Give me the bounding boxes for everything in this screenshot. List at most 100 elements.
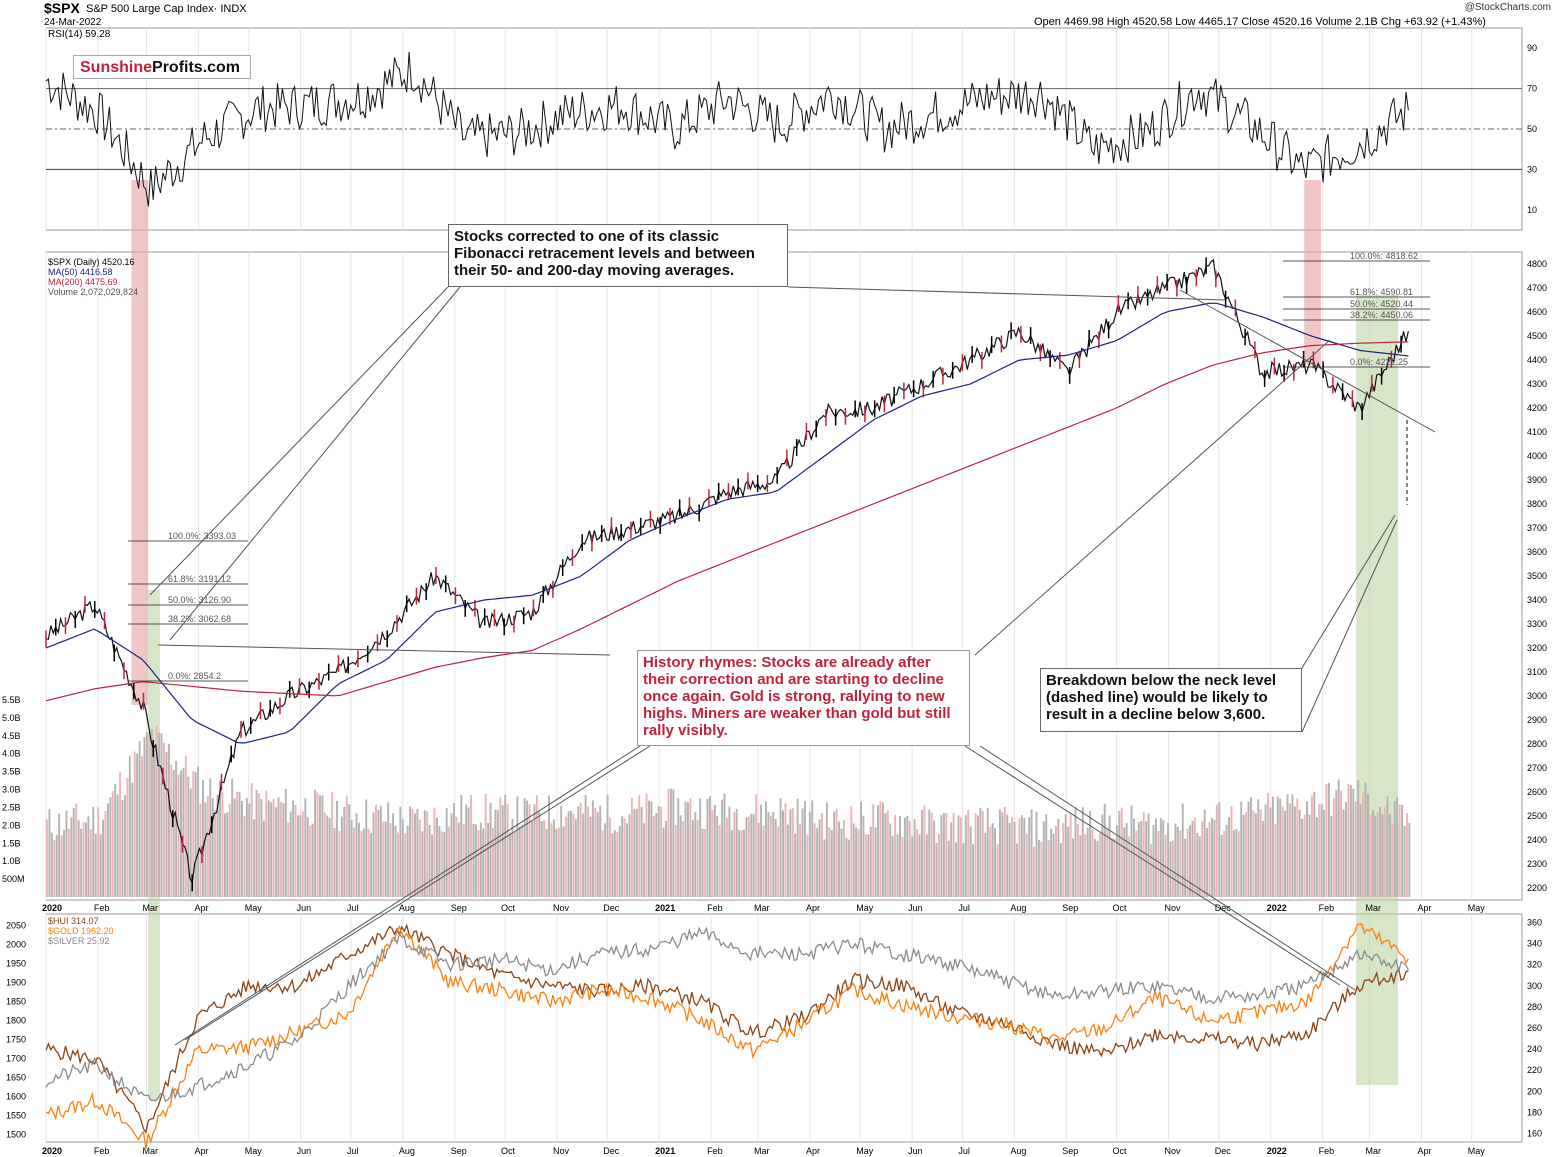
volume-bar	[1401, 804, 1404, 897]
volume-bar	[472, 823, 475, 897]
volume-bar	[1150, 844, 1153, 897]
volume-bar	[784, 803, 787, 897]
x-tick-label: Aug	[399, 903, 415, 913]
legend-gold: $GOLD 1962.20	[48, 926, 114, 936]
volume-bar	[1313, 791, 1316, 897]
volume-bar	[540, 821, 543, 897]
metals-right-tick-label: 320	[1527, 960, 1542, 970]
volume-bar	[1042, 821, 1045, 897]
volume-bar	[1125, 823, 1128, 897]
price-panel	[45, 251, 1523, 901]
logo-part1: Sunshine	[80, 59, 153, 76]
volume-bar	[89, 828, 92, 897]
x-tick-label: Nov	[1164, 1146, 1181, 1156]
volume-tick-label: 1.0B	[2, 856, 21, 866]
volume-bar	[1298, 809, 1301, 897]
volume-bar	[725, 818, 728, 897]
volume-bar	[1128, 836, 1131, 897]
x-tick-label: Oct	[501, 1146, 516, 1156]
volume-bar	[745, 817, 748, 897]
volume-bar	[945, 813, 948, 897]
fibonacci-levels: 100.0%: 3393.03 61.8%: 3191.12 50.0%: 3126…	[128, 251, 1430, 682]
volume-bar	[167, 743, 170, 897]
volume-bar	[1193, 817, 1196, 897]
volume-bar	[877, 805, 880, 897]
metals-left-tick-label: 1800	[6, 1015, 26, 1025]
x-tick-label: May	[245, 903, 263, 913]
volume-bar	[326, 815, 329, 897]
volume-bar	[1023, 818, 1026, 897]
volume-bar	[316, 792, 319, 897]
volume-bar	[111, 791, 114, 897]
volume-bar	[918, 834, 921, 897]
price-tick-label: 4500	[1527, 331, 1547, 341]
volume-bar	[1050, 828, 1053, 897]
volume-bar	[543, 820, 546, 897]
volume-bar	[84, 822, 87, 897]
volume-bar	[197, 766, 200, 897]
volume-bar	[131, 782, 134, 897]
volume-bar	[513, 832, 516, 897]
price-tick-label: 2400	[1527, 835, 1547, 845]
x-tick-label: Apr	[1417, 903, 1431, 913]
volume-bar	[647, 800, 650, 897]
volume-bar	[869, 826, 872, 897]
volume-bar	[1062, 822, 1065, 897]
volume-bar	[1230, 806, 1233, 897]
axes-labels: 2020 2020 Feb Feb Mar Mar Apr Apr May May Jun Jun Ju…	[2, 43, 1547, 1156]
volume-bar	[979, 808, 982, 897]
volume-bar	[477, 829, 480, 897]
logo-part2: Profits.com	[152, 59, 241, 76]
volume-bar	[1047, 840, 1050, 897]
volume-bar	[1181, 803, 1184, 897]
x-tick-label: May	[856, 1146, 874, 1156]
jan-2022-highlight	[1304, 180, 1321, 365]
volume-bar	[1028, 817, 1031, 897]
volume-bar	[1120, 807, 1123, 897]
x-tick-label: Aug	[399, 1146, 415, 1156]
fib-label: 38.2%: 3062.68	[168, 614, 231, 624]
volume-bar	[87, 816, 90, 897]
x-tick-label: Jul	[347, 1146, 359, 1156]
volume-bar	[1257, 799, 1260, 897]
volume-bar	[1284, 810, 1287, 897]
volume-bar	[1218, 802, 1221, 897]
volume-bar	[1113, 839, 1116, 897]
metals-left-tick-label: 1650	[6, 1072, 26, 1082]
volume-bar	[730, 830, 733, 897]
volume-bar	[435, 817, 438, 897]
volume-bar	[596, 812, 599, 897]
volume-bar	[50, 832, 53, 897]
metals-left-tick-label: 2000	[6, 939, 26, 949]
metals-legend: $HUI 314.07 $GOLD 1962.20 $SILVER 25.92	[48, 916, 114, 946]
volume-bar	[272, 799, 275, 897]
volume-bar	[506, 804, 509, 897]
volume-bar	[1384, 807, 1386, 897]
volume-bar	[879, 801, 882, 897]
x-tick-label: May	[1468, 903, 1486, 913]
volume-bar	[762, 825, 765, 897]
volume-bar	[292, 800, 295, 897]
legend-silver: $SILVER 25.92	[48, 936, 110, 946]
volume-bar	[665, 820, 668, 897]
volume-bar	[236, 791, 239, 897]
volume-bar	[701, 828, 704, 897]
volume-bar	[1157, 830, 1160, 897]
volume-bar	[1220, 834, 1223, 897]
volume-bar	[141, 756, 144, 897]
volume-bar	[779, 798, 782, 897]
volume-bar	[618, 825, 621, 897]
volume-bar	[782, 810, 784, 897]
volume-bar	[1393, 801, 1396, 897]
volume-bar	[55, 834, 58, 897]
volume-bar	[382, 821, 385, 897]
fib-label: 61.8%: 3191.12	[168, 574, 231, 584]
x-tick-label: 2020	[42, 1146, 62, 1156]
ma200-line	[45, 341, 1409, 702]
volume-bar	[757, 822, 760, 897]
volume-bar	[370, 832, 373, 897]
metals-left-tick-label: 1950	[6, 958, 26, 968]
volume-bar	[104, 810, 107, 897]
volume-bar	[1106, 828, 1109, 897]
volume-bar	[550, 823, 553, 897]
